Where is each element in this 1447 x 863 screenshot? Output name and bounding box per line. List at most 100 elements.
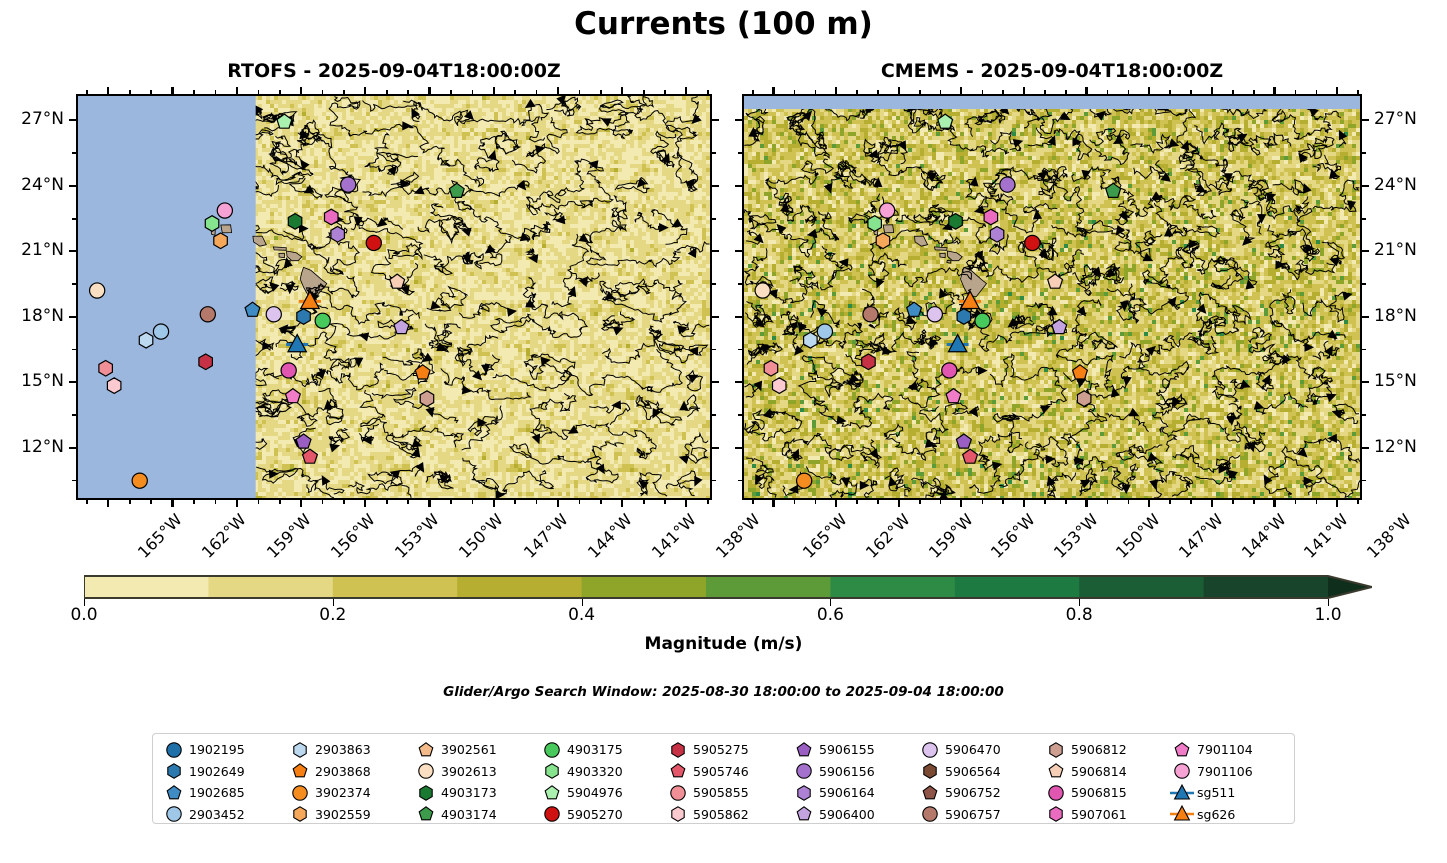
- x-tick: [897, 500, 900, 507]
- y-tick: [1362, 315, 1369, 318]
- float-marker: [265, 306, 282, 323]
- y-tick-label-rtofs: 15°N: [0, 371, 64, 391]
- float-marker: [216, 202, 234, 219]
- legend-item[interactable]: 5906155: [791, 739, 917, 761]
- map-panel-rtofs[interactable]: [76, 94, 712, 500]
- legend-item[interactable]: 5906164: [791, 782, 917, 804]
- legend-marker-pentagon: [791, 803, 817, 825]
- colorbar-tick-label: 0.2: [303, 605, 363, 625]
- legend-item[interactable]: 5905855: [665, 782, 791, 804]
- legend-item[interactable]: 5906812: [1043, 739, 1169, 761]
- panel-title-rtofs: RTOFS - 2025-09-04T18:00:00Z: [76, 60, 712, 82]
- legend-item[interactable]: 5906400: [791, 804, 917, 826]
- y-minor-tick: [712, 348, 716, 351]
- x-tick: [556, 87, 559, 94]
- colorbar-segment: [581, 576, 707, 598]
- legend-item[interactable]: 2903863: [287, 739, 413, 761]
- legend-marker-pentagon: [1169, 739, 1195, 761]
- float-marker: [754, 282, 771, 299]
- x-tick-label-rtofs: 150°W: [455, 510, 507, 562]
- legend-item[interactable]: 5906757: [917, 804, 1043, 826]
- legend-item[interactable]: 5904976: [539, 782, 665, 804]
- legend-marker-pentagon: [413, 803, 439, 825]
- x-tick: [428, 500, 431, 507]
- y-tick: [735, 184, 742, 187]
- legend-item[interactable]: 5905862: [665, 804, 791, 826]
- float-marker: [1105, 182, 1122, 199]
- x-minor-tick: [193, 90, 195, 94]
- legend-item[interactable]: 5907061: [1043, 804, 1169, 826]
- legend-item[interactable]: 1902685: [161, 782, 287, 804]
- legend-item[interactable]: 1902649: [161, 761, 287, 783]
- y-tick: [712, 446, 719, 449]
- x-minor-tick: [578, 90, 581, 94]
- x-minor-tick: [1294, 500, 1297, 504]
- x-minor-tick: [1294, 90, 1297, 94]
- x-minor-tick: [814, 90, 817, 94]
- float-marker: [152, 323, 170, 340]
- legend-item[interactable]: 3902374: [287, 782, 413, 804]
- legend-item[interactable]: 4903320: [539, 761, 665, 783]
- legend-marker-hexagon: [791, 782, 817, 804]
- y-minor-tick: [738, 414, 742, 416]
- y-tick: [712, 250, 719, 253]
- x-minor-tick: [129, 90, 131, 94]
- legend-label: 5906812: [1071, 742, 1127, 757]
- legend-item[interactable]: 2903452: [161, 804, 287, 826]
- legend-item[interactable]: 3902561: [413, 739, 539, 761]
- legend-item[interactable]: 3902559: [287, 804, 413, 826]
- float-marker: [98, 359, 114, 377]
- legend-item[interactable]: 5906752: [917, 782, 1043, 804]
- x-tick: [171, 500, 174, 507]
- float-marker: [323, 208, 339, 226]
- x-minor-tick: [918, 500, 921, 504]
- legend-item[interactable]: 5906814: [1043, 761, 1169, 783]
- float-marker: [314, 312, 331, 329]
- legend-item[interactable]: 7901104: [1169, 739, 1295, 761]
- legend-item[interactable]: 5905746: [665, 761, 791, 783]
- legend-item[interactable]: 3902613: [413, 761, 539, 783]
- float-marker: [296, 308, 311, 325]
- legend-item[interactable]: 5906815: [1043, 782, 1169, 804]
- x-minor-tick: [707, 90, 709, 94]
- legend-item[interactable]: 4903173: [413, 782, 539, 804]
- x-minor-tick: [535, 500, 538, 504]
- x-minor-tick: [1169, 90, 1172, 94]
- colorbar-tick: [1328, 599, 1329, 606]
- legend-item[interactable]: 5905270: [539, 804, 665, 826]
- x-minor-tick: [600, 90, 602, 94]
- legend-item[interactable]: 2903868: [287, 761, 413, 783]
- legend-marker-hexagon: [665, 803, 691, 825]
- float-marker: [138, 331, 154, 349]
- legend-item[interactable]: 4903174: [413, 804, 539, 826]
- legend-item[interactable]: 1902195: [161, 739, 287, 761]
- float-marker: [448, 182, 465, 199]
- legend-item[interactable]: sg511: [1169, 782, 1295, 804]
- map-panel-cmems[interactable]: [742, 94, 1362, 500]
- float-marker: [106, 377, 122, 395]
- legend-marker-pentagon: [539, 782, 565, 804]
- colorbar-segment: [1203, 576, 1329, 598]
- legend-item[interactable]: 7901106: [1169, 761, 1295, 783]
- y-minor-tick: [72, 348, 76, 351]
- legend-item[interactable]: 4903175: [539, 739, 665, 761]
- colorbar-extend-arrow: [1328, 576, 1372, 598]
- legend-marker-hexagon: [161, 760, 187, 782]
- x-minor-tick: [407, 500, 409, 504]
- x-minor-tick: [600, 500, 602, 504]
- colorbar-tick-label: 0.0: [54, 605, 114, 625]
- legend-item[interactable]: 5906156: [791, 761, 917, 783]
- legend-item[interactable]: sg626: [1169, 804, 1295, 826]
- legend-marker-hexagon: [665, 739, 691, 761]
- legend-item[interactable]: 5906564: [917, 761, 1043, 783]
- float-marker: [802, 331, 818, 349]
- legend-label: 3902559: [315, 807, 371, 822]
- float-legend: 1902195 1902649 1902685 2903452 2903863 29038…: [152, 733, 1295, 824]
- y-tick-label-cmems: 21°N: [1374, 240, 1444, 260]
- x-minor-tick: [707, 500, 709, 504]
- x-minor-tick: [793, 500, 796, 504]
- legend-item[interactable]: 5906470: [917, 739, 1043, 761]
- x-minor-tick: [1190, 90, 1192, 94]
- legend-item[interactable]: 5905275: [665, 739, 791, 761]
- float-marker: [959, 290, 982, 310]
